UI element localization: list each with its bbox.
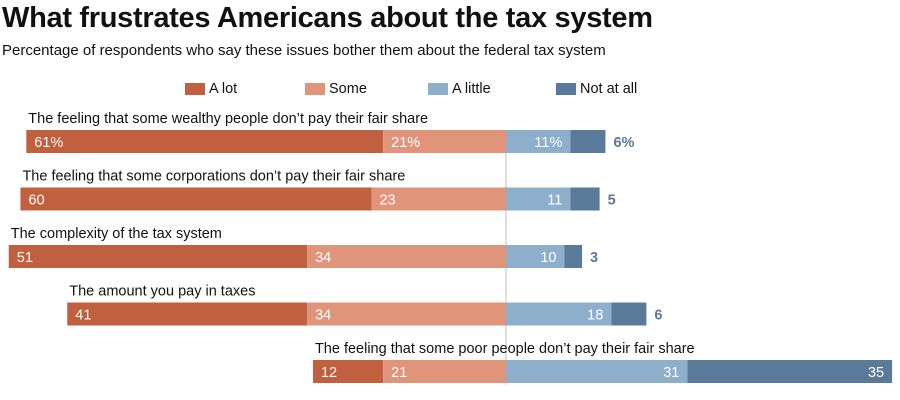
bar-segment-not-at-all [570,187,600,211]
legend-label-not-at-all: Not at all [580,81,638,97]
bar-segment-some [371,187,506,211]
chart-subtitle: Percentage of respondents who say these … [2,42,606,59]
legend-label-a-little: A little [452,81,491,97]
bar-segment-a-lot [26,130,384,153]
legend-item-a-lot: A lot [185,80,237,98]
bar-segment-not-at-all [611,302,647,326]
bar-segment-not-at-all [564,245,583,268]
bar-segment-a-lot [67,302,308,326]
bar-segment-a-lot [312,360,384,383]
value-label: 12 [321,365,337,381]
bar-segment-a-little [506,360,688,383]
legend-item-a-little: A little [428,80,491,98]
value-label: 6% [613,135,634,151]
bar-row: The complexity of the tax system 51 34 10 3 [8,226,598,268]
legend-item-some: Some [305,80,367,98]
bar-segment-not-at-all [570,130,606,153]
value-label: 60 [28,193,44,209]
category-label: The complexity of the tax system [11,226,222,242]
value-label: 34 [315,308,331,324]
value-label: 34 [315,250,331,266]
value-label: 18 [587,308,603,324]
bar-row: The feeling that some poor people don’t … [312,341,893,383]
value-label: 31 [663,365,679,381]
legend-swatch-not-at-all [556,83,576,95]
bar-segment-not-at-all [687,360,893,383]
bar-segment-a-little [506,130,571,153]
value-label: 61% [34,135,63,151]
category-label: The amount you pay in taxes [69,284,255,300]
value-label: 35 [868,365,884,381]
category-label: The feeling that some wealthy people don… [28,111,428,127]
legend-swatch-some [305,83,325,95]
bar-segment-some [383,130,506,153]
value-label: 21% [391,135,420,151]
value-label: 41 [75,308,91,324]
category-label: The feeling that some corporations don’t… [22,169,405,185]
value-label: 10 [540,250,556,266]
bar-segment-some [383,360,506,383]
legend-item-not-at-all: Not at all [556,80,637,98]
bar-segment-some [307,302,506,326]
value-label: 11% [534,135,562,151]
bar-segment-a-lot [20,187,372,211]
value-label: 51 [17,250,33,266]
bar-row: The amount you pay in taxes 41 34 18 6 [67,284,662,326]
value-label: 23 [379,193,395,209]
value-label: 3 [590,250,598,266]
value-label: 6 [654,308,662,324]
bar-segment-a-lot [8,245,308,268]
bar-segment-some [307,245,506,268]
value-label: 5 [608,193,616,209]
legend-swatch-a-lot [185,83,205,95]
bar-segment-a-little [506,302,612,326]
legend-label-some: Some [329,81,367,97]
value-label: 21 [391,365,407,381]
legend-label-a-lot: A lot [209,81,238,97]
bar-row: The feeling that some wealthy people don… [26,111,635,153]
bar-segment-a-little [506,245,565,268]
bar-segment-a-little [506,187,571,211]
legend-swatch-a-little [428,83,448,95]
chart-title: What frustrates Americans about the tax … [2,2,653,34]
category-label: The feeling that some poor people don’t … [315,341,695,357]
bar-row: The feeling that some corporations don’t… [20,169,616,211]
value-label: 11 [547,193,562,209]
